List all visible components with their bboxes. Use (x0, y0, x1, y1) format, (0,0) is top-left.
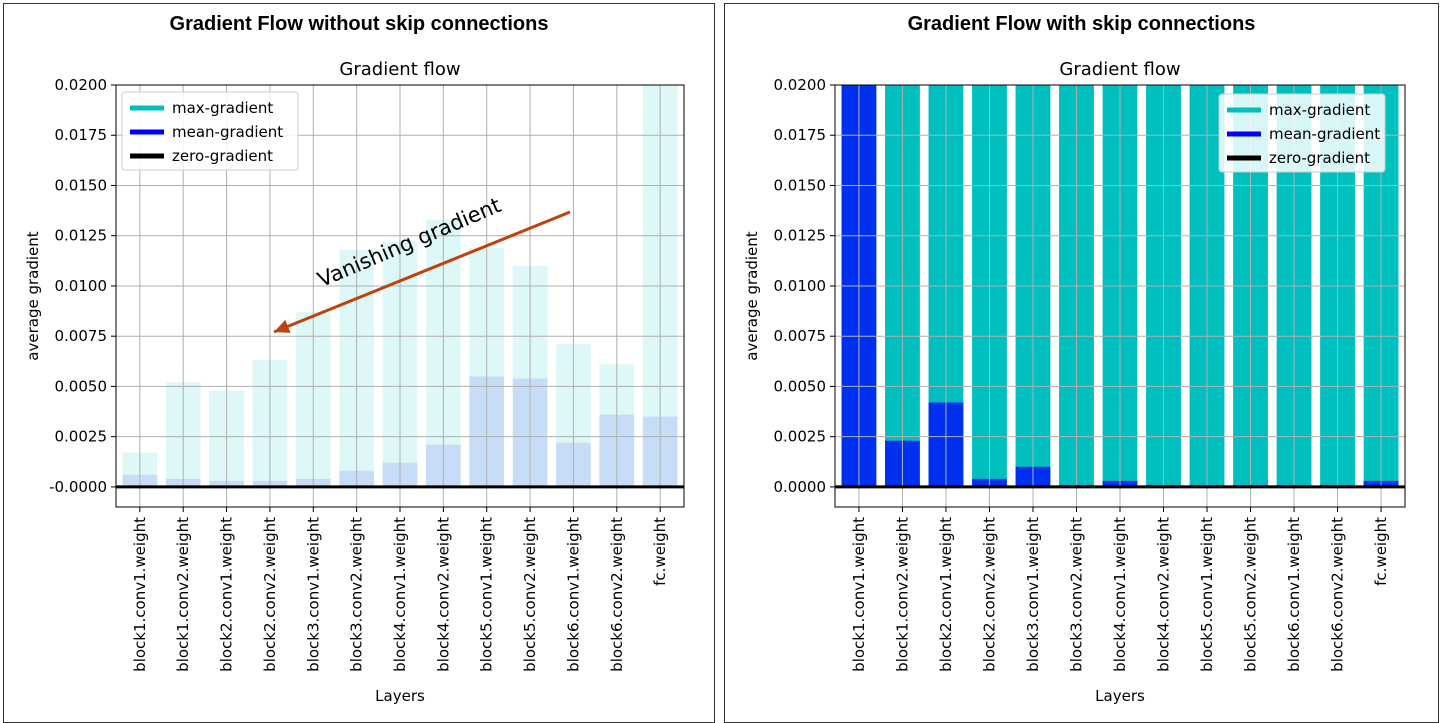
y-tick-label: 0.0025 (774, 428, 827, 446)
x-tick-label: block1.conv1.weight (850, 517, 868, 672)
y-tick-label: 0.0175 (55, 126, 108, 144)
x-tick-label: block3.conv2.weight (1067, 517, 1085, 672)
x-tick-label: block2.conv2.weight (261, 517, 279, 672)
y-tick-label: 0.0075 (55, 327, 108, 345)
y-tick-label: 0.0050 (774, 377, 827, 395)
y-tick-label: 0.0000 (774, 478, 827, 496)
annotation-arrow (273, 210, 571, 334)
x-tick-label: block6.conv1.weight (1285, 517, 1303, 672)
y-tick-label: 0.0025 (55, 428, 108, 446)
x-tick-label: block1.conv1.weight (131, 517, 149, 672)
x-tick-label: block5.conv2.weight (521, 517, 539, 672)
y-axis-label: average gradient (24, 231, 42, 360)
x-tick-label: block6.conv2.weight (1329, 517, 1347, 672)
x-tick-label: block1.conv2.weight (174, 517, 192, 672)
y-tick-label: 0.0125 (55, 227, 108, 245)
chart-title: Gradient flow (339, 59, 460, 80)
y-tick-label: 0.0150 (55, 176, 108, 194)
legend-label: max-gradient (1269, 101, 1370, 119)
chart-panel-with-skip: Gradient Flow with skip connections 0.00… (724, 3, 1439, 723)
x-tick-label: fc.weight (1372, 517, 1390, 586)
x-tick-label: block5.conv1.weight (478, 517, 496, 672)
x-tick-label: block6.conv2.weight (608, 517, 626, 672)
x-tick-label: block2.conv2.weight (980, 517, 998, 672)
x-tick-label: fc.weight (651, 517, 669, 586)
panel-title: Gradient Flow with skip connections (907, 13, 1256, 35)
legend-label: max-gradient (172, 99, 273, 117)
x-tick-label: block6.conv1.weight (564, 517, 582, 672)
y-tick-label: 0.0175 (774, 126, 827, 144)
x-tick-label: block4.conv1.weight (391, 517, 409, 672)
legend-label: zero-gradient (172, 147, 273, 165)
y-tick-label: 0.0075 (774, 327, 827, 345)
y-axis-label: average gradient (743, 231, 761, 360)
x-tick-label: block4.conv2.weight (1155, 517, 1173, 672)
x-tick-label: block4.conv2.weight (434, 517, 452, 672)
gradient-flow-chart-with-skip: 0.0000 0.0025 0.0050 0.0075 0.0100 0.0125 0.01… (743, 59, 1406, 705)
y-tick-label: 0.0125 (774, 227, 827, 245)
x-tick-label: block3.conv1.weight (304, 517, 322, 672)
annotation-arrowhead (274, 319, 291, 333)
x-tick-label: block2.conv1.weight (218, 517, 236, 672)
panel-title: Gradient Flow without skip connections (169, 13, 549, 35)
legend-label: zero-gradient (1269, 149, 1370, 167)
y-tick-label: 0.0100 (55, 277, 108, 295)
y-tick-label: 0.0200 (55, 76, 108, 94)
x-axis-label: Layers (375, 687, 425, 705)
y-tick-label: -0.0000 (49, 478, 107, 496)
y-tick-label: 0.0100 (774, 277, 827, 295)
legend-label: mean-gradient (172, 123, 283, 141)
y-tick-label: 0.0200 (774, 76, 827, 94)
gradient-flow-chart-no-skip: -0.0000 0.0025 0.0050 0.0075 0.0100 0.0125 0.0… (24, 59, 685, 705)
x-tick-label: block3.conv2.weight (348, 517, 366, 672)
y-tick-label: 0.0050 (55, 377, 108, 395)
x-tick-label: block5.conv1.weight (1198, 517, 1216, 672)
x-tick-label: block5.conv2.weight (1242, 517, 1260, 672)
y-tick-label: 0.0150 (774, 176, 827, 194)
legend-box (1218, 93, 1386, 173)
x-axis-label: Layers (1095, 687, 1145, 705)
x-tick-label: block1.conv2.weight (893, 517, 911, 672)
legend-box (121, 91, 299, 171)
chart-panel-no-skip: Gradient Flow without skip connections -… (3, 3, 715, 723)
x-tick-label: block3.conv1.weight (1024, 517, 1042, 672)
chart-title: Gradient flow (1059, 59, 1180, 80)
x-tick-label: block2.conv1.weight (937, 517, 955, 672)
x-tick-label: block4.conv1.weight (1111, 517, 1129, 672)
legend-label: mean-gradient (1269, 125, 1380, 143)
